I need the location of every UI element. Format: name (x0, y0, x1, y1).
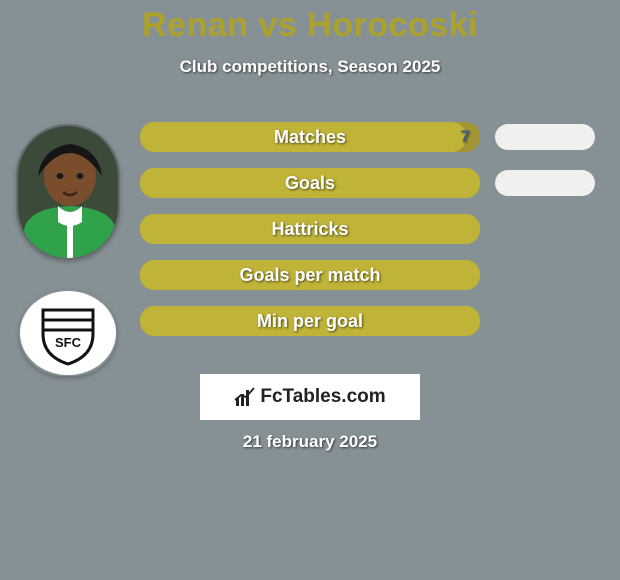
opponent-pill (495, 124, 595, 150)
bar-label: Matches (140, 122, 480, 152)
brand-chart-icon (234, 386, 256, 408)
opponent-pill-row (490, 122, 600, 152)
opponent-pill-row (490, 260, 600, 290)
opponent-pill-row (490, 306, 600, 336)
stat-bar-row: Matches7 (140, 122, 480, 152)
comparison-card: Renan vs Horocoski Club competitions, Se… (0, 0, 620, 580)
bar-label: Hattricks (140, 214, 480, 244)
opponent-pill (495, 170, 595, 196)
stat-bar-row: Goals per match (140, 260, 480, 290)
stat-bar-row: Goals (140, 168, 480, 198)
stat-bars: Matches7 Goals Hattricks Goals per match Min… (140, 122, 480, 352)
stat-bar-row: Hattricks (140, 214, 480, 244)
brand-badge: FcTables.com (200, 374, 420, 420)
date-label: 21 february 2025 (0, 432, 620, 452)
player-avatar (16, 124, 120, 260)
opponent-pills (490, 122, 600, 352)
opponent-pill-row (490, 214, 600, 244)
bar-value-left: 7 (461, 122, 470, 152)
brand-text: FcTables.com (260, 386, 385, 408)
stat-bar-row: Min per goal (140, 306, 480, 336)
club-logo: SFC (19, 290, 117, 376)
bar-label: Goals per match (140, 260, 480, 290)
page-title: Renan vs Horocoski (0, 0, 620, 45)
page-subtitle: Club competitions, Season 2025 (0, 57, 620, 77)
opponent-pill-row (490, 168, 600, 198)
bar-label: Min per goal (140, 306, 480, 336)
club-logo-text: SFC (55, 335, 82, 350)
bar-label: Goals (140, 168, 480, 198)
left-sidebar: SFC (8, 124, 128, 376)
